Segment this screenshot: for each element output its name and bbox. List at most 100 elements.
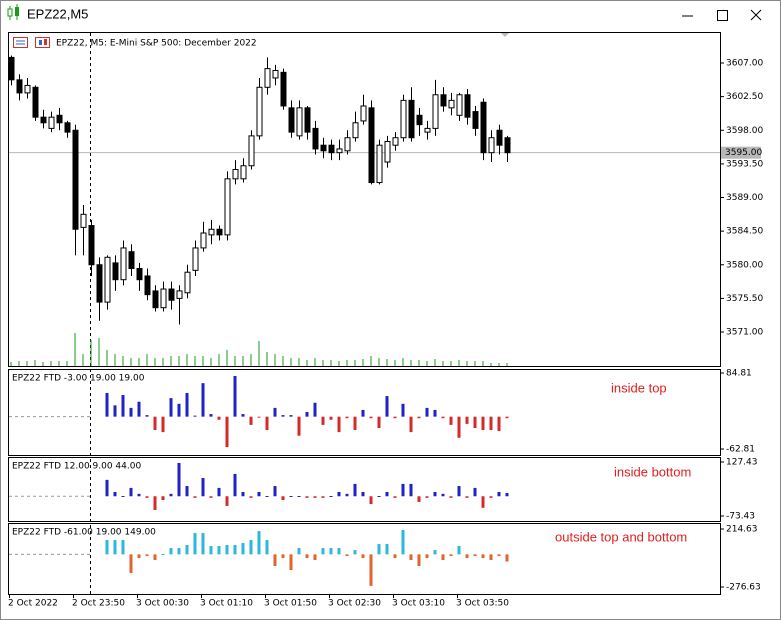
- y-tick-label: -276.63: [726, 583, 761, 593]
- histogram-bar: [185, 392, 189, 417]
- histogram-bar: [281, 496, 285, 501]
- histogram-bar: [241, 543, 245, 555]
- histogram-bar: [233, 375, 237, 417]
- histogram-bar: [217, 487, 221, 497]
- histogram-bar: [177, 462, 181, 497]
- candle-body: [400, 99, 407, 139]
- shift-marker: [501, 33, 509, 37]
- histogram-bar: [337, 416, 341, 433]
- window-title: EPZ22,M5: [27, 6, 88, 21]
- candle-body: [56, 114, 63, 124]
- candle-body: [224, 178, 231, 236]
- main-pane: [8, 32, 721, 367]
- x-tick-label: 2 Oct 2022: [8, 599, 58, 609]
- histogram-bar: [505, 493, 509, 497]
- volume-bar: [10, 362, 12, 366]
- volume-bar: [386, 359, 388, 366]
- y-tick-label: 3598.00: [726, 126, 763, 136]
- histogram-bar: [457, 486, 461, 497]
- annotation: inside bottom: [614, 464, 691, 479]
- volume-bar: [410, 360, 412, 366]
- volume-bar: [194, 356, 196, 366]
- volume-bar: [434, 359, 436, 366]
- candle-body: [280, 71, 287, 107]
- histogram-bar: [249, 416, 253, 425]
- volume-bar: [298, 358, 300, 366]
- volume-bar: [458, 360, 460, 366]
- histogram-bar: [289, 554, 293, 571]
- histogram-bar: [169, 398, 173, 417]
- histogram-bar: [193, 496, 197, 498]
- candle-body: [208, 228, 215, 236]
- histogram-bar: [441, 416, 445, 419]
- histogram-bar: [329, 416, 333, 420]
- candle-body: [88, 225, 95, 266]
- y-tick-label: 84.81: [726, 369, 752, 379]
- annotation: inside top: [611, 380, 667, 395]
- close-button[interactable]: [750, 9, 762, 21]
- histogram-bar: [465, 496, 469, 498]
- volume-bar: [450, 361, 452, 366]
- candle-body: [472, 111, 479, 129]
- candle-body: [120, 247, 127, 281]
- header-icons: [13, 37, 50, 48]
- volume-bar: [98, 338, 100, 366]
- candle-body: [200, 232, 207, 249]
- volume-bar: [506, 363, 508, 366]
- candle-body: [360, 105, 367, 122]
- y-tick-label: 3607.00: [726, 59, 763, 69]
- candle-body: [248, 135, 255, 167]
- histogram-bar: [385, 491, 389, 497]
- histogram-bar: [145, 554, 149, 556]
- candle-body: [136, 267, 143, 281]
- volume-bar: [234, 356, 236, 366]
- candle-body: [416, 114, 423, 126]
- histogram-bar: [497, 554, 501, 556]
- candle-body: [128, 251, 135, 269]
- x-tick-label: 3 Oct 01:50: [264, 599, 317, 609]
- histogram-bar: [289, 495, 293, 497]
- histogram-bar: [265, 416, 269, 431]
- histogram-bar: [289, 415, 293, 417]
- histogram-bar: [385, 396, 389, 417]
- candle-body: [40, 116, 47, 124]
- candle-body: [392, 137, 399, 146]
- candle-body: [144, 275, 151, 296]
- candle-body: [448, 99, 455, 109]
- histogram-bar: [465, 416, 469, 424]
- histogram-bar: [113, 405, 117, 417]
- volume-bar: [314, 358, 316, 366]
- indicator-title: EPZ22 FTD -3.00 19.00 19.00: [12, 374, 145, 384]
- y-tick-label: -62.81: [726, 445, 755, 455]
- maximize-button[interactable]: [717, 10, 728, 21]
- histogram-bar: [345, 416, 349, 419]
- volume-bar: [130, 358, 132, 366]
- histogram-bar: [225, 545, 229, 555]
- volume-bar: [106, 350, 108, 366]
- volume-bar: [58, 361, 60, 366]
- candle-body: [80, 213, 87, 228]
- candle-body: [440, 94, 447, 107]
- histogram-bar: [417, 416, 421, 419]
- histogram-bar: [433, 550, 437, 555]
- histogram-bar: [473, 554, 477, 556]
- histogram-bar: [305, 496, 309, 498]
- candle-body: [264, 68, 271, 88]
- histogram-bar: [473, 416, 477, 428]
- histogram-bar: [137, 493, 141, 497]
- volume-bar: [26, 361, 28, 366]
- histogram-bar: [481, 554, 485, 558]
- histogram-bar: [441, 493, 445, 497]
- volume-bar: [418, 360, 420, 366]
- volume-bar: [218, 354, 220, 366]
- histogram-bar: [193, 533, 197, 555]
- histogram-bar: [129, 554, 133, 573]
- histogram-bar: [201, 383, 205, 417]
- histogram-bar: [233, 545, 237, 555]
- histogram-bar: [145, 415, 149, 417]
- candle-body: [112, 262, 119, 281]
- histogram-bar: [105, 540, 109, 555]
- histogram-bar: [329, 495, 333, 497]
- volume-bar: [290, 358, 292, 366]
